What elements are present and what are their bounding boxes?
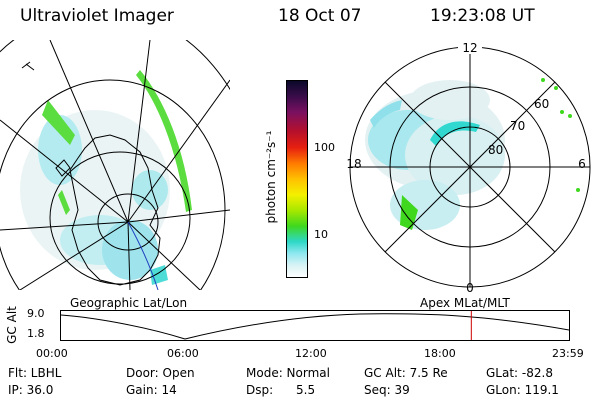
mlt-label-left: 18	[346, 157, 361, 171]
spacecraft-track	[127, 221, 159, 290]
mlat-label-80: 80	[488, 143, 503, 157]
status-door: Door: Open	[126, 366, 195, 380]
status-glon: GLon: 119.1	[486, 383, 559, 397]
status-mode: Mode: Normal	[246, 366, 330, 380]
timeline-xtick-4: 23:59	[552, 347, 584, 360]
status-flt: Flt: LBHL	[8, 366, 62, 380]
timeline-xtick-2: 12:00	[295, 347, 327, 360]
geo-grid	[0, 40, 230, 290]
timeline-xtick-3: 18:00	[424, 347, 456, 360]
timeline-xtick-1: 06:00	[167, 347, 199, 360]
polar-grid	[349, 46, 591, 288]
polar-map-caption: Apex MLat/MLT	[420, 296, 510, 310]
mlt-label-top: 12	[462, 41, 477, 55]
polar-green-dots	[541, 78, 580, 192]
polar-map[interactable]: 12 0 18 6 80 70 60	[340, 40, 600, 295]
timeline-ytick-max: 9.0	[27, 307, 45, 320]
colorbar-tick-100: 100	[314, 141, 335, 154]
timeline-ytick-min: 1.8	[27, 327, 45, 340]
status-ip: IP: 36.0	[8, 383, 54, 397]
colorbar-tick-10: 10	[314, 228, 328, 241]
mlt-label-right: 6	[578, 157, 586, 171]
geographic-map[interactable]	[0, 40, 230, 290]
mlt-label-bottom: 0	[466, 281, 474, 295]
mlat-label-70: 70	[510, 119, 525, 133]
coastline	[69, 134, 161, 286]
geo-map-caption: Geographic Lat/Lon	[70, 296, 188, 310]
timeline-xtick-0: 00:00	[36, 347, 68, 360]
status-seq: Seq: 39	[364, 383, 410, 397]
status-gc-alt: GC Alt: 7.5 Re	[364, 366, 448, 380]
mlat-label-60: 60	[534, 97, 549, 111]
colorbar	[286, 80, 308, 278]
status-glat: GLat: -82.8	[486, 366, 553, 380]
timeline-ylabel: GC Alt	[5, 306, 19, 344]
status-dsp: Dsp: 5.5	[246, 383, 316, 397]
date-label: 18 Oct 07	[278, 6, 362, 26]
timeline-plot[interactable]	[60, 310, 570, 342]
status-gain: Gain: 14	[126, 383, 177, 397]
app-title: Ultraviolet Imager	[20, 6, 174, 26]
north-marker-icon	[21, 61, 35, 71]
colorbar-label: photon cm⁻²s⁻¹	[264, 130, 278, 224]
time-label: 19:23:08 UT	[430, 6, 535, 26]
polar-aurora-emission	[365, 80, 505, 230]
altitude-curve	[60, 313, 570, 340]
